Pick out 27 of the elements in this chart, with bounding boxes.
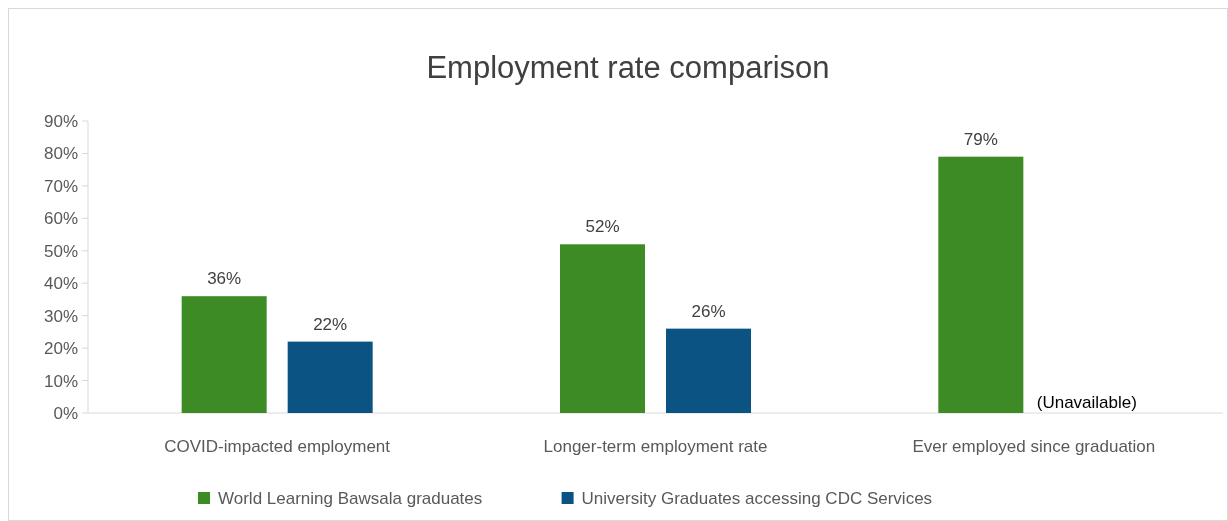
y-tick-label: 50% [43, 241, 78, 261]
y-tick-label: 10% [43, 371, 78, 391]
y-tick-label: 30% [43, 306, 78, 326]
y-tick-label: 80% [43, 144, 78, 164]
bar [938, 156, 1024, 413]
y-tick-label: 90% [43, 112, 78, 131]
y-tick-label: 60% [43, 209, 78, 229]
bar [666, 328, 751, 413]
y-tick-label: 0% [53, 404, 78, 423]
bar [181, 296, 267, 413]
bar [560, 244, 645, 413]
annotation: (Unavailable) [1036, 393, 1137, 412]
y-tick-label: 20% [43, 339, 78, 359]
data-label: 36% [207, 269, 242, 289]
legend-label: World Learning Bawsala graduates [218, 489, 483, 508]
data-label: 26% [691, 301, 726, 321]
bar [287, 341, 373, 413]
x-tick-label: Longer-term employment rate [543, 437, 768, 456]
y-tick-label: 70% [43, 176, 78, 196]
legend-label: University Graduates accessing CDC Services [581, 489, 933, 508]
data-label: 22% [313, 314, 348, 334]
chart-title: Employment rate comparison [426, 50, 830, 85]
y-tick-label: 40% [43, 274, 78, 294]
data-label: 79% [963, 129, 998, 149]
data-label: 52% [585, 217, 620, 237]
x-tick-label: Ever employed since graduation [912, 437, 1156, 456]
x-tick-label: COVID-impacted employment [164, 437, 391, 456]
